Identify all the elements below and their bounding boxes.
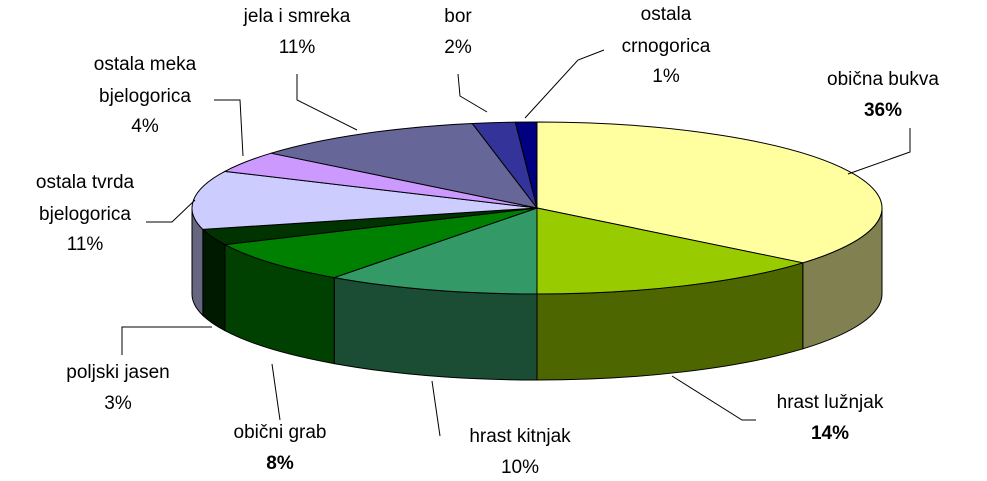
slice: [271, 123, 539, 209]
slice-label: hrast lužnjak: [777, 392, 884, 413]
value-label: 4%: [131, 116, 159, 137]
slice-label: hrast kitnjak: [469, 426, 571, 447]
leader-line: [121, 326, 212, 355]
leader-line: [296, 74, 358, 131]
slice-label: ostala tvrda bjelogorica: [36, 172, 135, 225]
label-line: ostala meka: [94, 54, 197, 75]
label-line: bjelogorica: [99, 86, 191, 107]
value-label: 14%: [811, 423, 849, 444]
value-label: 36%: [864, 100, 902, 121]
label-line: ostala: [641, 4, 692, 25]
slice-label: obična bukva: [827, 69, 939, 90]
value-label: 11%: [67, 234, 104, 255]
value-label: 1%: [652, 66, 680, 87]
leader-line: [457, 73, 488, 113]
slice-label: bor: [444, 6, 472, 27]
label-line: crnogorica: [622, 36, 711, 57]
value-label: 8%: [266, 453, 294, 474]
slice-side: [202, 228, 226, 332]
slice-label: ostala meka bjelogorica: [94, 54, 197, 107]
slice-label: obični grab: [234, 422, 327, 443]
leader-line: [271, 363, 281, 421]
leader-line: [431, 380, 441, 437]
value-label: 11%: [279, 37, 316, 58]
leader-line: [524, 49, 605, 119]
slice-label: jela i smreka: [243, 6, 351, 27]
slice: [514, 121, 538, 209]
leader-line: [146, 199, 196, 223]
value-label: 10%: [501, 457, 539, 478]
leader-line: [847, 128, 911, 175]
slice-label: ostala crnogorica: [622, 4, 711, 57]
slice: [536, 207, 803, 295]
leader-line: [214, 99, 244, 157]
value-label: 3%: [104, 393, 132, 414]
slice: [191, 170, 538, 230]
slice: [332, 207, 538, 295]
value-label: 2%: [444, 37, 472, 58]
leader-line: [671, 375, 756, 421]
slice-label: poljski jasen: [66, 362, 170, 383]
slice: [223, 207, 538, 279]
label-line: ostala tvrda: [36, 172, 135, 193]
slice: [536, 121, 883, 264]
label-line: bjelogorica: [39, 204, 131, 225]
